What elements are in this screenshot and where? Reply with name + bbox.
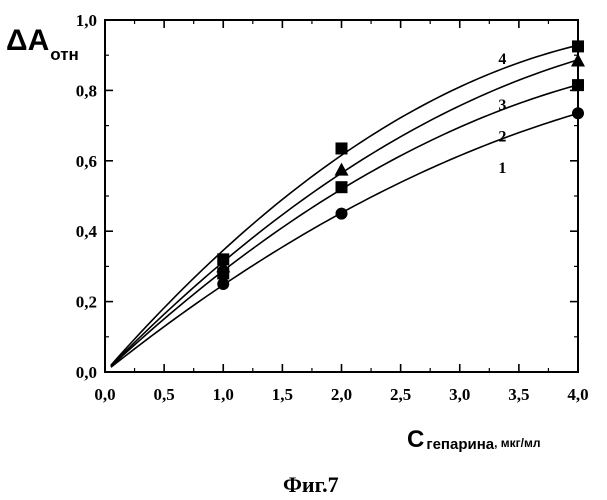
curve-label-3: 3: [498, 97, 506, 114]
ticks-layer: [105, 20, 578, 372]
curve-label-2: 2: [498, 128, 506, 145]
y-tick-label: 1,0: [76, 11, 97, 30]
x-tick-label: 3,5: [508, 385, 529, 404]
x-axis-title: Cгепарина, мкг/мл: [407, 426, 541, 453]
y-axis-title-main: ΔA: [6, 24, 49, 57]
x-tick-label: 0,5: [154, 385, 175, 404]
curve-label-1: 1: [498, 160, 506, 177]
x-tick-label: 0,0: [94, 385, 115, 404]
y-tick-label: 0,0: [76, 363, 97, 382]
markers-layer: [216, 40, 585, 290]
y-axis-title-sub: отн: [50, 45, 79, 64]
data-point-4: [336, 142, 348, 154]
x-tick-label: 4,0: [567, 385, 588, 404]
x-axis-title-unit: , мкг/мл: [494, 436, 540, 450]
x-tick-label: 3,0: [449, 385, 470, 404]
x-tick-label: 1,5: [272, 385, 293, 404]
y-tick-label: 0,4: [76, 222, 98, 241]
y-tick-label: 0,6: [76, 152, 97, 171]
data-point-2: [336, 181, 348, 193]
curve-2: [111, 85, 578, 367]
curves-layer: [111, 45, 578, 367]
x-axis-title-sub: гепарина: [426, 436, 494, 453]
tick-labels-layer: 0,0 0,5 1,0 1,5 2,0 2,5 3,0 3,5 4,0 0,0 0,2 0,4 0,6 0…: [76, 11, 589, 404]
curve-label-4: 4: [498, 51, 506, 68]
x-tick-label: 2,5: [390, 385, 411, 404]
y-tick-label: 0,8: [76, 81, 97, 100]
figure-caption: Фиг.7: [283, 472, 339, 497]
data-point-1: [336, 208, 348, 220]
y-axis-title: ΔAотн: [6, 24, 79, 64]
data-point-4: [217, 253, 229, 265]
plot-frame: [105, 20, 578, 372]
x-tick-label: 1,0: [213, 385, 234, 404]
x-tick-label: 2,0: [331, 385, 352, 404]
data-point-1: [217, 278, 229, 290]
x-axis-title-main: C: [407, 426, 424, 453]
curve-4: [111, 45, 578, 365]
y-tick-label: 0,2: [76, 293, 97, 312]
